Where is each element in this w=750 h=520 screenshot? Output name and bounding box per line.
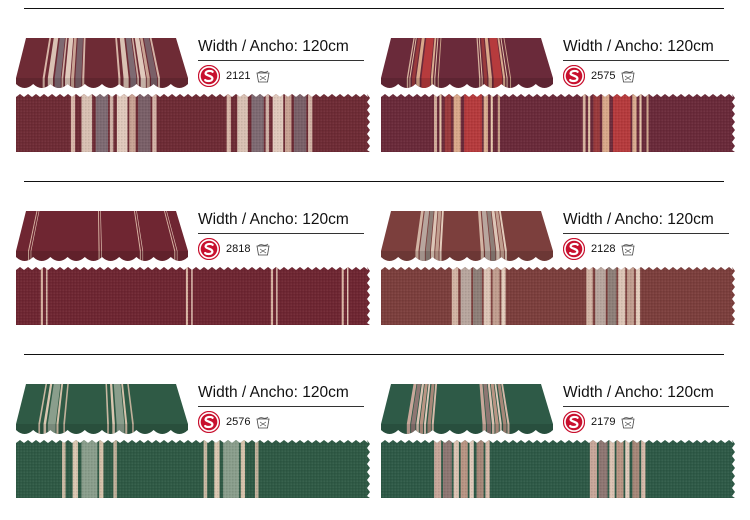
fabric-item: Width / Ancho: 120cm 2121 xyxy=(16,38,376,158)
awning-preview xyxy=(381,384,553,434)
wash-care-icon xyxy=(257,416,270,429)
code-row: 2818 xyxy=(198,238,366,260)
awning-preview xyxy=(381,211,553,261)
awning-preview xyxy=(16,211,188,261)
fabric-item: Width / Ancho: 120cm 2818 xyxy=(16,211,376,331)
wash-care-icon xyxy=(622,70,635,83)
wash-care-icon xyxy=(622,416,635,429)
s-circle-logo-icon xyxy=(563,238,585,260)
code-row: 2179 xyxy=(563,411,731,433)
width-label: Width / Ancho: 120cm xyxy=(198,211,349,228)
s-circle-logo-icon xyxy=(198,65,220,87)
code-row: 2575 xyxy=(563,65,731,87)
fabric-info: Width / Ancho: 120cm 2179 xyxy=(563,384,731,433)
fabric-code: 2179 xyxy=(591,416,616,428)
awning-preview xyxy=(16,384,188,434)
s-circle-logo-icon xyxy=(198,238,220,260)
fabric-swatch xyxy=(16,94,370,152)
divider-row-2 xyxy=(24,181,724,182)
divider-top xyxy=(24,8,724,9)
wash-care-icon xyxy=(257,70,270,83)
fabric-swatch xyxy=(381,94,735,152)
fabric-swatch xyxy=(16,440,370,498)
fabric-info: Width / Ancho: 120cm 2576 xyxy=(198,384,366,433)
fabric-swatch xyxy=(16,267,370,325)
awning-preview xyxy=(381,38,553,88)
code-row: 2121 xyxy=(198,65,366,87)
underline-divider xyxy=(198,233,364,234)
width-label: Width / Ancho: 120cm xyxy=(563,384,714,401)
fabric-swatch xyxy=(381,440,735,498)
fabric-item: Width / Ancho: 120cm 2575 xyxy=(381,38,741,158)
underline-divider xyxy=(563,60,729,61)
awning-preview xyxy=(16,38,188,88)
fabric-code: 2128 xyxy=(591,243,616,255)
fabric-item: Width / Ancho: 120cm 2576 xyxy=(16,384,376,504)
wash-care-icon xyxy=(622,243,635,256)
fabric-item: Width / Ancho: 120cm 2179 xyxy=(381,384,741,504)
fabric-code: 2575 xyxy=(591,70,616,82)
code-row: 2576 xyxy=(198,411,366,433)
wash-care-icon xyxy=(257,243,270,256)
width-label: Width / Ancho: 120cm xyxy=(198,38,349,55)
underline-divider xyxy=(563,406,729,407)
underline-divider xyxy=(198,406,364,407)
fabric-item: Width / Ancho: 120cm 2128 xyxy=(381,211,741,331)
fabric-info: Width / Ancho: 120cm 2818 xyxy=(198,211,366,260)
underline-divider xyxy=(563,233,729,234)
fabric-code: 2818 xyxy=(226,243,251,255)
underline-divider xyxy=(198,60,364,61)
fabric-swatch xyxy=(381,267,735,325)
s-circle-logo-icon xyxy=(198,411,220,433)
s-circle-logo-icon xyxy=(563,411,585,433)
fabric-info: Width / Ancho: 120cm 2575 xyxy=(563,38,731,87)
width-label: Width / Ancho: 120cm xyxy=(198,384,349,401)
divider-row-3 xyxy=(24,354,724,355)
width-label: Width / Ancho: 120cm xyxy=(563,38,714,55)
fabric-info: Width / Ancho: 120cm 2121 xyxy=(198,38,366,87)
code-row: 2128 xyxy=(563,238,731,260)
fabric-code: 2121 xyxy=(226,70,251,82)
s-circle-logo-icon xyxy=(563,65,585,87)
fabric-info: Width / Ancho: 120cm 2128 xyxy=(563,211,731,260)
fabric-code: 2576 xyxy=(226,416,251,428)
width-label: Width / Ancho: 120cm xyxy=(563,211,714,228)
